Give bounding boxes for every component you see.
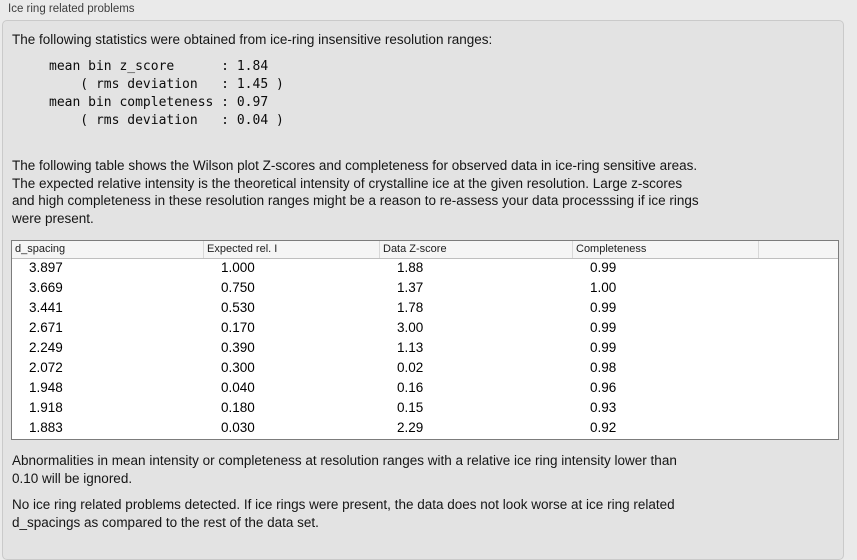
cell-data-z-score: 3.00 [397,320,424,335]
column-header-d-spacing[interactable]: d_spacing [12,241,204,258]
column-header-completeness[interactable]: Completeness [573,241,759,258]
table-description-text: The following table shows the Wilson plo… [12,158,699,226]
cell-data-z-score: 0.02 [397,360,424,375]
table-row[interactable]: 3.669 0.750 1.37 1.00 [12,279,838,299]
cell-empty [759,299,838,319]
cell-expected-rel-i: 0.750 [221,280,255,295]
cell-data-z-score: 2.29 [397,420,424,435]
cell-completeness: 0.98 [590,360,617,375]
cell-expected-rel-i: 0.180 [221,400,255,415]
table-row[interactable]: 2.072 0.300 0.02 0.98 [12,359,838,379]
cell-completeness: 0.99 [590,260,617,275]
cell-data-z-score: 1.78 [397,300,424,315]
stats-intro-text: The following statistics were obtained f… [12,32,493,47]
cell-d-spacing: 1.948 [29,380,63,395]
cell-completeness: 0.99 [590,300,617,315]
cell-expected-rel-i: 1.000 [221,260,255,275]
table-row[interactable]: 3.897 1.000 1.88 0.99 [12,259,838,279]
cell-empty [759,399,838,419]
cell-empty [759,419,838,439]
cell-completeness: 1.00 [590,280,617,295]
ignore-note-text: Abnormalities in mean intensity or compl… [12,453,677,486]
panel-title: Ice ring related problems [8,3,135,15]
table-row[interactable]: 3.441 0.530 1.78 0.99 [12,299,838,319]
cell-empty [759,379,838,399]
cell-expected-rel-i: 0.030 [221,420,255,435]
column-header-expected-rel-i[interactable]: Expected rel. I [204,241,380,258]
cell-d-spacing: 3.897 [29,260,63,275]
ice-ring-panel: The following statistics were obtained f… [2,20,844,560]
cell-d-spacing: 2.249 [29,340,63,355]
cell-d-spacing: 1.883 [29,420,63,435]
cell-d-spacing: 2.671 [29,320,63,335]
cell-completeness: 0.99 [590,320,617,335]
column-header-empty [759,241,838,258]
table-header-row: d_spacing Expected rel. I Data Z-score C… [12,241,838,259]
cell-expected-rel-i: 0.040 [221,380,255,395]
conclusion-text: No ice ring related problems detected. I… [12,497,675,530]
cell-empty [759,339,838,359]
cell-expected-rel-i: 0.300 [221,360,255,375]
cell-completeness: 0.99 [590,340,617,355]
cell-empty [759,259,838,279]
table-row[interactable]: 1.948 0.040 0.16 0.96 [12,379,838,399]
table-row[interactable]: 2.249 0.390 1.13 0.99 [12,339,838,359]
cell-expected-rel-i: 0.170 [221,320,255,335]
table-body: 3.897 1.000 1.88 0.99 3.669 0.750 1.37 1… [12,259,838,439]
cell-empty [759,279,838,299]
cell-d-spacing: 3.669 [29,280,63,295]
ice-ring-table[interactable]: d_spacing Expected rel. I Data Z-score C… [11,240,839,440]
table-row[interactable]: 1.883 0.030 2.29 0.92 [12,419,838,439]
cell-data-z-score: 1.37 [397,280,424,295]
cell-d-spacing: 1.918 [29,400,63,415]
cell-expected-rel-i: 0.530 [221,300,255,315]
cell-data-z-score: 0.15 [397,400,424,415]
cell-expected-rel-i: 0.390 [221,340,255,355]
cell-data-z-score: 1.13 [397,340,424,355]
cell-d-spacing: 3.441 [29,300,63,315]
cell-data-z-score: 0.16 [397,380,424,395]
cell-d-spacing: 2.072 [29,360,63,375]
cell-empty [759,319,838,339]
cell-completeness: 0.96 [590,380,617,395]
cell-completeness: 0.92 [590,420,617,435]
column-header-data-z-score[interactable]: Data Z-score [380,241,573,258]
cell-completeness: 0.93 [590,400,617,415]
table-row[interactable]: 2.671 0.170 3.00 0.99 [12,319,838,339]
cell-empty [759,359,838,379]
table-row[interactable]: 1.918 0.180 0.15 0.93 [12,399,838,419]
stats-values-block: mean bin z_score : 1.84 ( rms deviation … [49,59,284,128]
cell-data-z-score: 1.88 [397,260,424,275]
